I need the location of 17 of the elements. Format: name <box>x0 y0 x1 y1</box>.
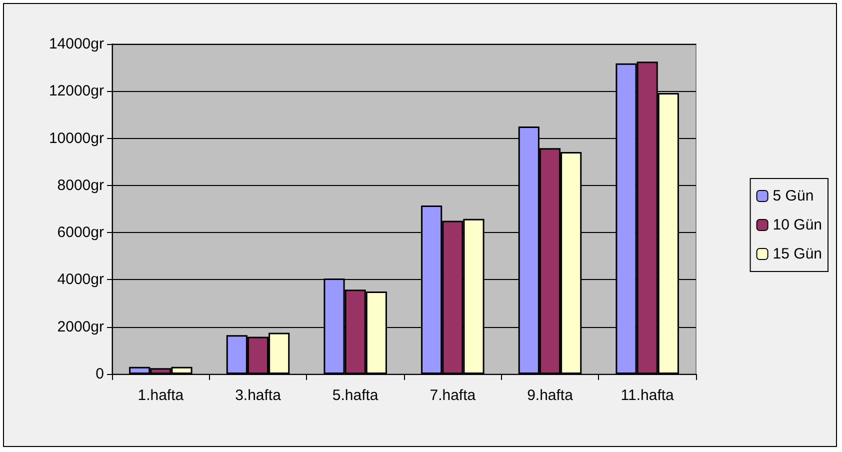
legend-label: 15 Gün <box>772 246 822 262</box>
y-tick-label: 12000gr <box>48 82 104 100</box>
y-tick-label: 2000gr <box>57 318 104 336</box>
y-tick-label: 0 <box>96 366 104 382</box>
y-tick-label: 4000gr <box>57 271 104 288</box>
x-tick-label: 3.hafta <box>235 387 282 404</box>
y-tick-label: 6000gr <box>57 224 104 242</box>
y-tick-label: 14000gr <box>48 36 104 52</box>
y-tick-label: 10000gr <box>48 130 104 147</box>
y-tick-label: 8000gr <box>57 176 104 194</box>
x-tick-label: 11.hafta <box>620 387 675 404</box>
x-tick-label: 1.hafta <box>138 387 184 404</box>
legend-label: 10 Gün <box>772 216 822 234</box>
x-tick-label: 9.hafta <box>527 387 574 404</box>
x-tick-label: 5.hafta <box>332 387 379 404</box>
x-tick-label: 7.hafta <box>430 387 476 404</box>
legend-label: 5 Gün <box>772 188 814 204</box>
